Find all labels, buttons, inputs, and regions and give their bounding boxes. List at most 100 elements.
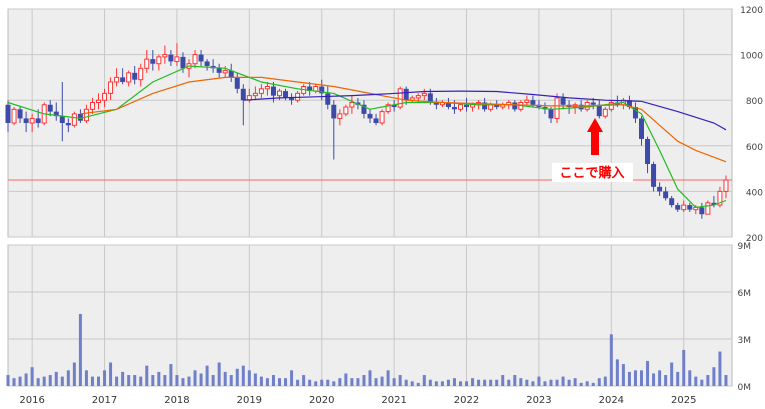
volume-bar xyxy=(507,379,511,386)
volume-bar xyxy=(97,376,100,386)
volume-bar xyxy=(621,364,625,386)
volume-bar xyxy=(326,379,330,386)
candle xyxy=(349,95,355,114)
candle-body xyxy=(657,186,663,192)
candle-body xyxy=(458,104,463,110)
volume-bar xyxy=(597,378,601,386)
candle-body xyxy=(47,104,53,112)
volume-bar xyxy=(90,376,94,386)
volume-bar xyxy=(30,367,34,386)
volume-bar xyxy=(18,376,22,386)
candle-body xyxy=(608,101,614,110)
candle xyxy=(675,202,681,212)
volume-bar xyxy=(175,375,179,386)
candle xyxy=(681,200,687,212)
volume-bar xyxy=(633,370,637,386)
candle-body xyxy=(687,205,693,210)
volume-bar xyxy=(181,378,185,386)
candle-body xyxy=(114,76,120,83)
candle-body xyxy=(554,97,560,119)
price-axis-ticks: 200 400 600 800 1000 1200 xyxy=(740,6,763,244)
volume-bar xyxy=(278,378,281,386)
candle xyxy=(626,95,632,110)
volume-bar xyxy=(627,371,631,386)
candle-body xyxy=(65,123,71,126)
volume-bar xyxy=(537,376,541,386)
candle xyxy=(560,93,566,110)
volume-bar xyxy=(36,378,40,386)
volume-bar xyxy=(121,371,125,386)
year-tick-label: 2025 xyxy=(671,395,696,406)
candle xyxy=(59,81,65,142)
volume-bar xyxy=(477,379,481,386)
candle xyxy=(663,186,669,201)
candle-body xyxy=(427,93,433,103)
volume-bar xyxy=(199,373,203,386)
candle-body xyxy=(325,93,331,105)
volume-bar xyxy=(308,379,312,386)
volume-bar xyxy=(24,373,28,386)
candle-body xyxy=(192,54,198,65)
candle xyxy=(252,86,258,101)
candle-body xyxy=(264,86,270,90)
candle xyxy=(126,70,132,87)
candle-body xyxy=(228,70,234,78)
candle-body xyxy=(174,56,180,62)
candle xyxy=(234,72,240,94)
ma-long-line xyxy=(243,90,727,131)
annotation-arrow-icon xyxy=(587,118,603,155)
candle xyxy=(83,104,89,123)
volume-bar xyxy=(718,351,722,386)
year-tick-label: 2018 xyxy=(164,395,189,406)
volume-bar xyxy=(103,370,107,386)
volume-bar xyxy=(332,381,336,386)
volume-bar xyxy=(501,375,505,386)
volume-bar xyxy=(6,375,10,386)
candle xyxy=(512,100,518,112)
volume-bar xyxy=(712,367,716,386)
candle xyxy=(192,50,198,69)
candle-body xyxy=(421,92,427,97)
candle-body xyxy=(482,102,488,110)
candle xyxy=(270,81,276,103)
candle-body xyxy=(415,95,421,99)
ma-short-line xyxy=(7,65,727,209)
candle-body xyxy=(144,58,150,69)
candle xyxy=(180,52,186,73)
candle xyxy=(645,136,651,174)
volume-bar xyxy=(446,379,450,386)
volume-bar xyxy=(145,365,149,386)
candle-body xyxy=(126,72,132,83)
volume-bar xyxy=(48,375,52,386)
candle-body xyxy=(216,68,222,73)
volume-bar xyxy=(127,375,131,386)
candle-body xyxy=(488,104,494,110)
volume-bar xyxy=(223,371,227,386)
candle-body xyxy=(645,138,651,165)
candle xyxy=(421,88,427,101)
candle-body xyxy=(596,104,602,117)
volume-bar xyxy=(664,375,668,386)
volume-bar xyxy=(489,379,493,386)
volume-bar xyxy=(66,370,70,386)
candle-body xyxy=(120,77,126,82)
volume-bar xyxy=(700,379,704,386)
candle-body xyxy=(71,113,77,126)
candle-body xyxy=(409,97,415,101)
candle xyxy=(687,202,693,212)
candle-body xyxy=(464,104,470,108)
candle-body xyxy=(717,190,723,206)
candle-body xyxy=(11,108,17,124)
volume-bars xyxy=(6,313,728,386)
volume-bar xyxy=(646,360,650,386)
candle-body xyxy=(277,90,282,97)
annotation: ここで購入 xyxy=(552,118,633,182)
volume-bar xyxy=(368,370,372,386)
volume-bar xyxy=(187,376,191,386)
volume-bar xyxy=(271,375,275,386)
volume-bar xyxy=(561,376,565,386)
volume-tick-label: 6M xyxy=(738,289,752,299)
candle xyxy=(228,63,234,82)
candle-body xyxy=(319,86,325,94)
candle-body xyxy=(626,100,632,108)
